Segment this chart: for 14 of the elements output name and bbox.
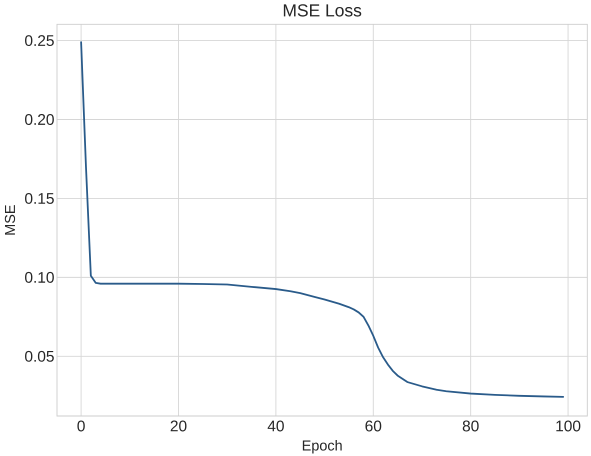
x-axis-title: Epoch <box>302 440 342 454</box>
y-tick-label: 0.05 <box>25 350 54 362</box>
x-tick-label: 60 <box>365 420 382 432</box>
y-tick-label: 0.20 <box>25 114 54 125</box>
chart-title: MSE Loss <box>284 4 362 17</box>
y-tick-label: 0.15 <box>25 192 54 204</box>
x-tick-label: 40 <box>268 420 284 432</box>
x-tick-label: 100 <box>556 420 580 432</box>
x-tick-label: 20 <box>170 420 186 432</box>
x-tick-label: 0 <box>77 420 85 432</box>
y-tick-label: 0.10 <box>25 272 54 283</box>
y-axis-title: MSE <box>4 205 16 235</box>
x-tick-label: 80 <box>462 420 479 432</box>
y-tick-label: 0.25 <box>25 35 54 46</box>
